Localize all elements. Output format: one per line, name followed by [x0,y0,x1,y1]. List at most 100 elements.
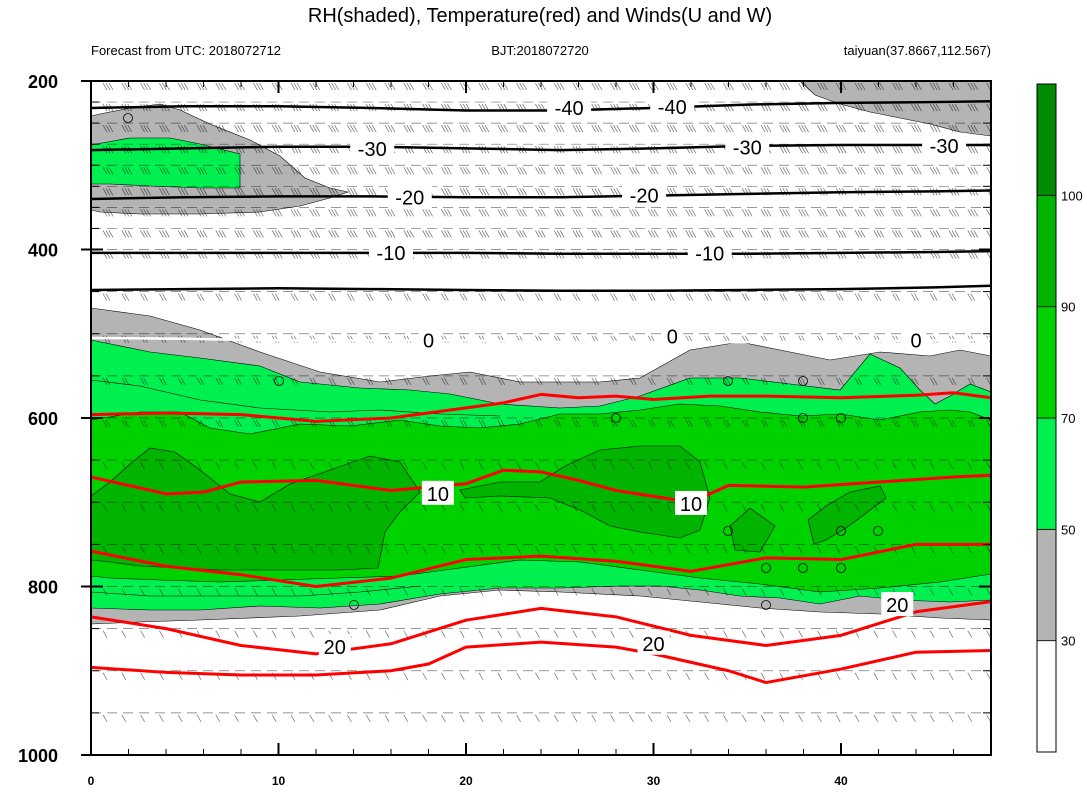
wind-barb [647,82,653,91]
wind-barb [196,82,202,91]
wind-barb [541,167,546,175]
wind-barb [516,461,521,470]
wind-barb [196,293,202,301]
wind-barb [334,124,339,133]
wind-barb [347,230,352,238]
wind-barb [497,209,503,217]
temperature-contour-line [91,189,991,201]
wind-barb [328,124,333,133]
wind-barb [177,504,183,512]
wind-barb [798,293,803,301]
wind-barb [347,82,352,91]
wind-barb [347,188,352,196]
wind-barb [951,103,957,112]
wind-barb [221,124,227,133]
wind-barb [707,209,712,217]
wind-barb [591,546,597,554]
wind-barb [497,124,503,133]
colorbar-label: 100 [1061,188,1083,203]
wind-barb [669,293,675,301]
wind-barb [384,714,390,723]
contour-label-box [906,327,926,352]
wind-barb [929,546,935,554]
wind-barb [948,377,954,386]
wind-barb [929,461,935,470]
wind-barb [199,419,205,428]
wind-barb [914,230,919,238]
wind-barb [691,82,697,91]
wind-barb [387,293,393,301]
wind-barb [854,124,860,133]
wind-barb [259,209,264,217]
wind-barb [666,230,672,238]
wind-barb [710,82,715,91]
wind-barb [315,188,321,196]
wind-barb [572,124,578,133]
wind-barb [951,167,957,175]
wind-barb [948,630,954,638]
wind-barb [879,167,885,175]
wind-barb [497,188,503,196]
wind-barb [459,461,465,470]
wind-barb [293,293,299,301]
wind-barb [121,504,127,512]
wind-barb [951,209,957,217]
wind-barb [500,82,506,91]
wind-barb [497,504,503,512]
wind-barb [704,82,709,91]
wind-barb [159,188,164,196]
wind-barb [384,209,390,217]
calm-wind-markers [123,113,883,610]
calm-wind-circle [836,563,846,573]
wind-barb [165,230,170,238]
wind-barb [597,167,603,175]
wind-barb [873,504,879,512]
wind-barb [403,714,409,723]
wind-barb [704,419,709,428]
wind-barb [804,124,809,133]
colorbar-label: 50 [1061,522,1075,537]
wind-barb [647,293,653,301]
wind-barb [516,377,521,386]
wind-barb [447,167,452,175]
wind-barb [465,209,471,217]
wind-barb [331,377,336,386]
wind-barb [763,293,769,301]
chart-title: RH(shaded), Temperature(red) and Winds(U… [308,5,772,27]
wind-barb [347,124,352,133]
wind-barb [895,146,900,154]
wind-barb [572,377,578,386]
wind-barb [277,124,283,133]
wind-barb [159,419,164,428]
wind-barb [516,209,521,217]
wind-barb [841,167,847,175]
wind-barb [256,293,261,301]
wind-barb [365,167,371,175]
wind-barb [741,714,747,723]
wind-barb [572,419,578,428]
wind-barb [854,419,860,428]
wind-barb [256,124,261,133]
wind-barb [459,504,465,512]
wind-barb [218,293,224,301]
wind-barb [274,293,280,301]
wind-barb [444,188,449,196]
wind-barb [729,167,734,175]
wind-barb [177,714,183,723]
wind-barb [986,672,991,680]
wind-barb [140,546,145,554]
colorbar-label: 90 [1061,300,1075,315]
wind-barb [876,103,882,112]
wind-barb [854,504,860,512]
wind-barb [798,209,803,217]
wind-barb [911,377,916,386]
wind-barb [177,293,183,301]
wind-barb [744,167,750,175]
wind-barb [723,504,728,512]
wind-barb [817,82,822,91]
wind-barb [447,230,452,238]
wind-barb [124,209,130,217]
wind-barb [857,167,863,175]
wind-barb [422,588,427,596]
